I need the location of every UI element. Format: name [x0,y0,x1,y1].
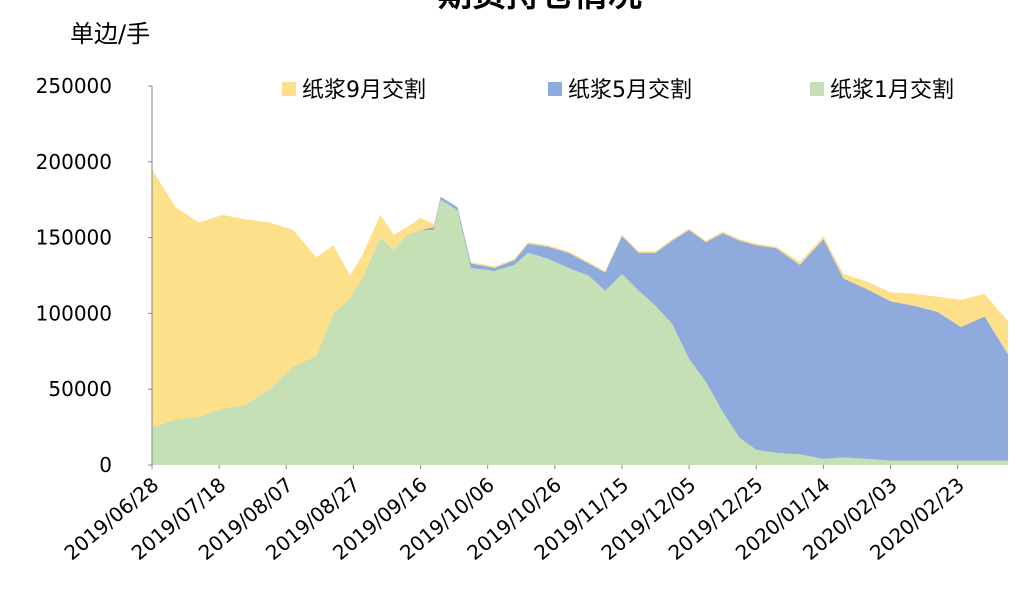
legend-swatch [282,82,296,96]
legend-label: 纸浆5月交割 [568,78,692,103]
y-tick-label: 50000 [48,377,112,401]
y-tick-label: 150000 [36,226,112,250]
y-tick-label: 200000 [36,150,112,174]
area [152,169,1008,428]
plot [152,169,1008,465]
y-tick-label: 250000 [36,74,112,98]
y-axis-label: 单边/手 [70,20,150,48]
y-tick-label: 100000 [36,301,112,325]
area [152,199,1008,465]
legend-label: 纸浆9月交割 [302,78,426,103]
chart-title: 期货持仓情况 [438,0,642,15]
legend-swatch [810,82,824,96]
legend-swatch [548,82,562,96]
y-tick-label: 0 [99,453,112,477]
legend-label: 纸浆1月交割 [830,78,954,103]
area [152,196,1008,461]
